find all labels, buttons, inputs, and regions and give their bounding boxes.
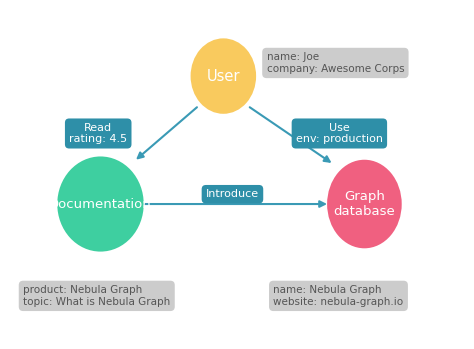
Text: name: Nebula Graph
website: nebula-graph.io: name: Nebula Graph website: nebula-graph… xyxy=(273,285,403,307)
Text: Introduce: Introduce xyxy=(206,189,259,199)
Ellipse shape xyxy=(191,38,256,114)
Text: User: User xyxy=(207,69,240,83)
Text: Documentation: Documentation xyxy=(49,198,152,210)
Text: Use
env: production: Use env: production xyxy=(296,123,383,144)
Text: name: Joe
company: Awesome Corps: name: Joe company: Awesome Corps xyxy=(266,52,404,74)
Ellipse shape xyxy=(57,156,144,252)
Text: Read
rating: 4.5: Read rating: 4.5 xyxy=(69,123,128,144)
Text: Graph
database: Graph database xyxy=(334,190,395,218)
Text: product: Nebula Graph
topic: What is Nebula Graph: product: Nebula Graph topic: What is Neb… xyxy=(23,285,170,307)
Ellipse shape xyxy=(327,160,402,248)
